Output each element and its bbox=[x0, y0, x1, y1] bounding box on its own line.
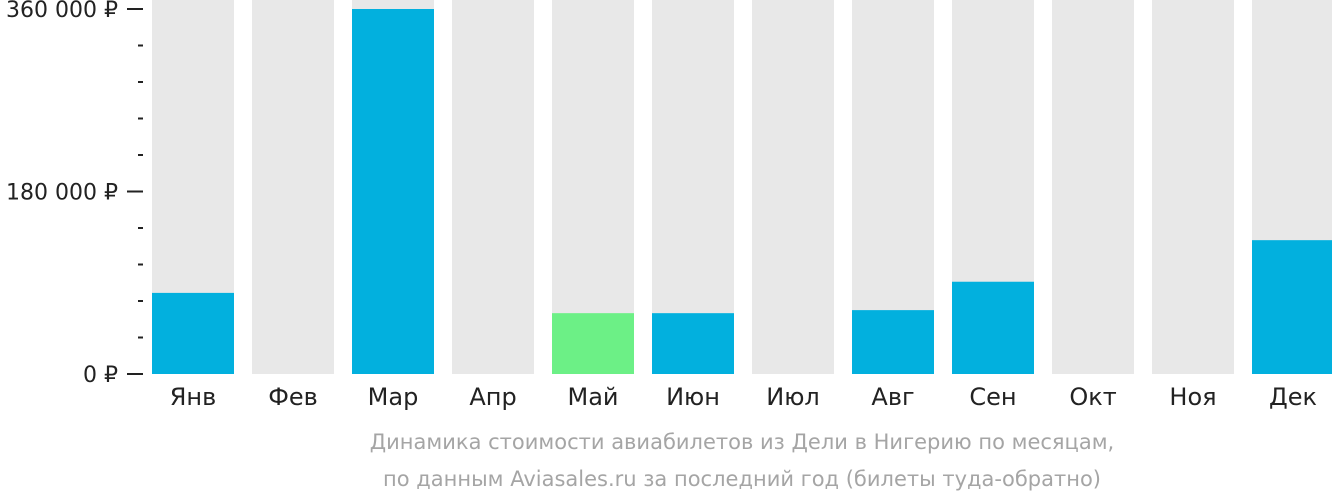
bar bbox=[352, 9, 434, 374]
x-tick-label: Апр bbox=[469, 383, 516, 411]
bar-background bbox=[652, 0, 734, 374]
x-tick-label: Июн bbox=[666, 383, 720, 411]
bar bbox=[552, 313, 634, 374]
y-tick-label: 0 ₽ bbox=[83, 363, 118, 388]
x-tick-label: Дек bbox=[1269, 383, 1317, 411]
bar-background bbox=[1152, 0, 1234, 374]
bar-background bbox=[752, 0, 834, 374]
bar bbox=[652, 313, 734, 374]
chart-caption-line-2: по данным Aviasales.ru за последний год … bbox=[383, 467, 1101, 491]
x-tick-label: Мар bbox=[368, 383, 419, 411]
x-tick-label: Июл bbox=[766, 383, 820, 411]
bar-background bbox=[552, 0, 634, 374]
bar bbox=[1252, 240, 1332, 374]
x-tick-label: Ноя bbox=[1169, 383, 1216, 411]
bar bbox=[852, 310, 934, 374]
bar-background bbox=[1052, 0, 1134, 374]
bar bbox=[152, 292, 234, 374]
x-tick-label: Сен bbox=[969, 383, 1016, 411]
y-tick-label: 360 000 ₽ bbox=[6, 0, 118, 23]
x-tick-label: Фев bbox=[268, 383, 318, 411]
bar-background bbox=[252, 0, 334, 374]
x-tick-label: Окт bbox=[1069, 383, 1116, 411]
bar-background bbox=[452, 0, 534, 374]
x-tick-label: Янв bbox=[170, 383, 217, 411]
bar bbox=[952, 281, 1034, 374]
x-tick-label: Май bbox=[567, 383, 618, 411]
x-tick-label: Авг bbox=[871, 383, 914, 411]
chart-caption-line-1: Динамика стоимости авиабилетов из Дели в… bbox=[369, 430, 1115, 454]
y-tick-label: 180 000 ₽ bbox=[6, 181, 118, 206]
